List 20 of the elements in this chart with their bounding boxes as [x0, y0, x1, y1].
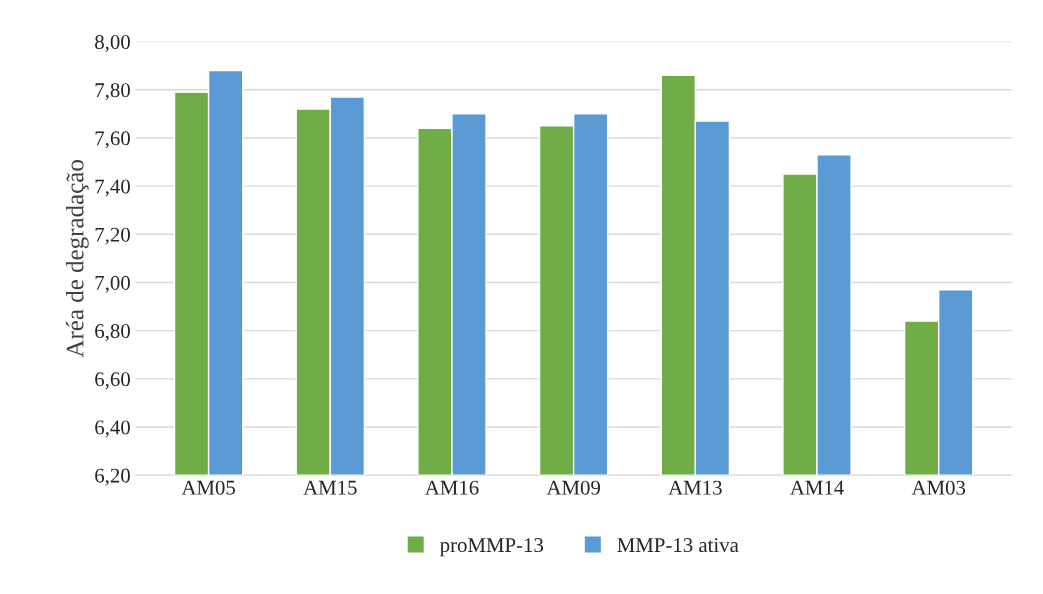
y-tick-label: 6,80 [95, 324, 130, 342]
y-tick-label: 7,60 [95, 131, 130, 149]
x-tick-label: AM05 [181, 480, 235, 495]
x-tick-label: AM03 [911, 480, 966, 495]
x-tick-label: AM09 [546, 480, 600, 495]
x-tick-label: AM15 [303, 480, 357, 495]
legend-label: MMP-13 ativa [617, 538, 739, 553]
y-tick-label: 6,20 [95, 468, 130, 486]
y-tick-label: 7,40 [95, 179, 130, 197]
y-tick-label: 7,80 [95, 83, 130, 101]
y-tick-label: 7,00 [95, 275, 130, 293]
y-tick-label: 8,00 [95, 34, 130, 53]
x-tick-label: AM16 [424, 480, 479, 495]
y-tick-label: 7,20 [95, 227, 130, 245]
y-axis-title: Aréa de degradação [65, 160, 89, 358]
y-tick-label: 6,60 [95, 372, 130, 390]
y-tick-label: 6,40 [95, 420, 130, 438]
x-tick-label: AM13 [668, 480, 722, 495]
x-tick-label: AM14 [790, 480, 844, 495]
legend-label: proMMP-13 [440, 538, 544, 557]
